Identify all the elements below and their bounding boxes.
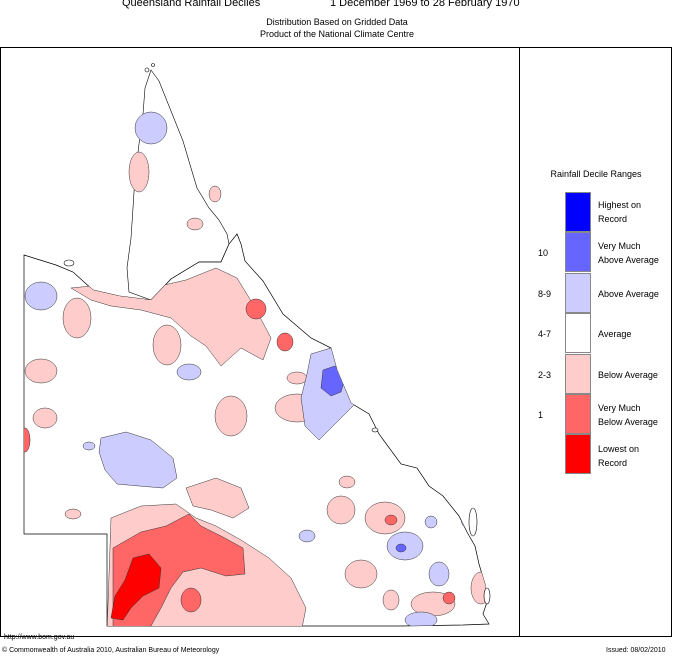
region-above-small1 bbox=[82, 441, 96, 451]
title-text: Queensland Rainfall Deciles bbox=[122, 0, 261, 9]
region-below-misc3 bbox=[64, 508, 82, 520]
period-text: 1 December 1969 to 28 February 1970 bbox=[330, 0, 520, 9]
region-below-east1 bbox=[364, 501, 406, 535]
region-above-southeast3 bbox=[404, 611, 438, 626]
legend-label-very-much-below: Very Much Below Average bbox=[598, 403, 658, 427]
region-below-central bbox=[185, 477, 250, 519]
subtitle-product: Product of the National Climate Centre bbox=[259, 29, 415, 39]
footer-copyright: © Commonwealth of Australia 2010, Austra… bbox=[2, 647, 220, 654]
region-verybelow-southwest bbox=[112, 513, 246, 626]
decile-value-4-7: 4-7 bbox=[538, 329, 552, 339]
region-below-misc2 bbox=[338, 475, 356, 489]
region-verybelow-west bbox=[24, 427, 31, 453]
map-frame bbox=[0, 47, 672, 637]
legend-label-highest: Highest on Record bbox=[598, 200, 642, 224]
region-above-small2 bbox=[298, 529, 316, 543]
legend-title: Rainfall Decile Ranges bbox=[550, 169, 642, 179]
region-verybelow-south bbox=[180, 587, 202, 613]
region-below-west2 bbox=[24, 358, 58, 384]
decile-value-1: 1 bbox=[538, 410, 544, 420]
region-below-east3 bbox=[344, 559, 378, 589]
mornington-island bbox=[63, 259, 75, 267]
legend-swatch-above bbox=[565, 273, 591, 313]
region-below-mid1 bbox=[152, 324, 182, 366]
subtitle-distribution: Distribution Based on Gridded Data bbox=[266, 17, 408, 27]
legend-label-above: Above Average bbox=[598, 289, 659, 299]
region-below-cape bbox=[128, 151, 150, 193]
footer-issued: Issued: 08/02/2010 bbox=[606, 647, 666, 654]
region-verybelow-north bbox=[245, 298, 267, 320]
legend-label-very-much-above: Very Much Above Average bbox=[598, 241, 659, 265]
legend-swatch-very-much-below bbox=[565, 394, 591, 434]
whitsunday-island bbox=[371, 427, 379, 433]
region-below-misc bbox=[286, 371, 308, 385]
region-lowest-record bbox=[110, 553, 162, 621]
decile-value-8-9: 8-9 bbox=[538, 289, 552, 299]
region-below-cape2 bbox=[208, 185, 222, 203]
torres-strait-island-2 bbox=[151, 63, 155, 67]
region-below-mid2 bbox=[214, 395, 248, 437]
region-below-west1 bbox=[62, 297, 92, 339]
region-above-small3 bbox=[424, 515, 438, 529]
queensland-map bbox=[23, 63, 491, 627]
legend-swatch-highest bbox=[565, 192, 591, 232]
region-verybelow-east bbox=[384, 514, 398, 526]
footer-url: http://www.bom.gov.au bbox=[4, 634, 75, 641]
legend-label-below: Below Average bbox=[598, 370, 658, 380]
region-above-west bbox=[24, 281, 58, 311]
legend-swatch-very-much-above bbox=[565, 232, 591, 272]
legend-swatch-below bbox=[565, 354, 591, 394]
map-title: Queensland Rainfall Deciles 1 December 1… bbox=[0, 0, 674, 11]
region-verybelow-southeast bbox=[442, 591, 456, 605]
decile-value-2-3: 2-3 bbox=[538, 370, 552, 380]
region-below-south bbox=[382, 589, 400, 611]
region-above-cape bbox=[134, 111, 168, 145]
region-above-central bbox=[98, 431, 178, 489]
legend-label-lowest: Lowest on Record bbox=[598, 444, 640, 468]
legend-swatch-average bbox=[565, 313, 591, 353]
region-veryabove-southeast bbox=[395, 543, 407, 553]
region-below-west3 bbox=[32, 407, 58, 429]
fraser-island bbox=[468, 507, 478, 537]
region-below-east2 bbox=[326, 495, 356, 525]
region-verybelow-coast bbox=[276, 332, 294, 352]
region-above-mid bbox=[176, 363, 202, 381]
region-below-cape3 bbox=[186, 217, 204, 231]
moreton-island bbox=[483, 587, 491, 605]
legend-swatch-lowest bbox=[565, 434, 591, 474]
region-above-southeast2 bbox=[428, 561, 450, 587]
legend-divider bbox=[519, 47, 520, 637]
legend-label-average: Average bbox=[598, 329, 632, 339]
torres-strait-island bbox=[144, 67, 150, 73]
decile-value-10: 10 bbox=[538, 248, 549, 258]
